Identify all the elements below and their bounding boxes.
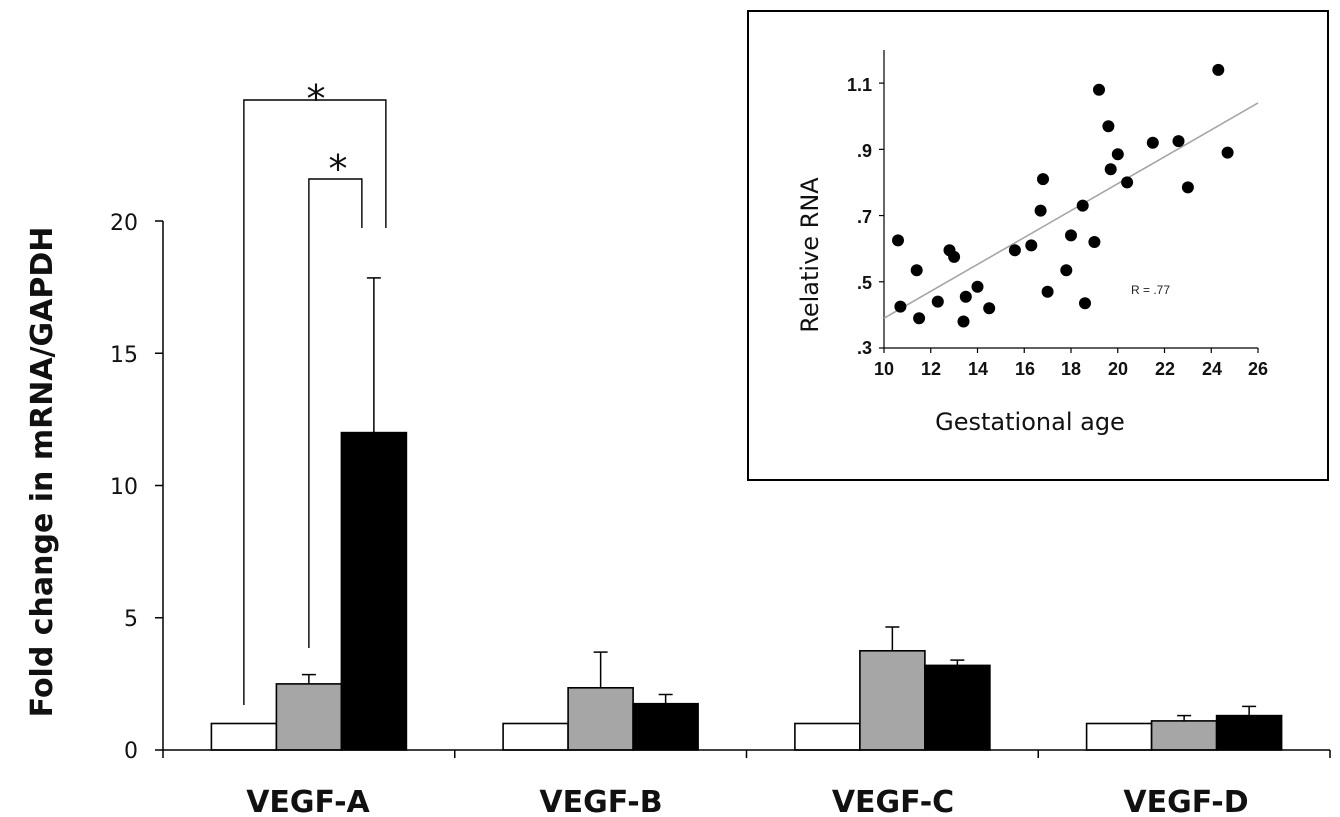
scatter-point-9 [959, 290, 972, 303]
scatter-point-23 [1102, 120, 1115, 133]
y-tick-label-10: 10 [110, 475, 138, 500]
inset-points-layer [892, 63, 1234, 328]
scatter-point-21 [1088, 236, 1101, 248]
bar-vegf-c-series-3 [924, 664, 991, 751]
inset-axes [879, 50, 1259, 353]
y-tick-label-15: 15 [110, 343, 138, 368]
bar-vegf-a-series-3 [340, 431, 408, 751]
significance-bracket-outer [243, 99, 387, 705]
inset-frame [747, 10, 1329, 481]
scatter-point-3 [910, 264, 923, 277]
y-tick-label-0: 0 [124, 739, 138, 764]
scatter-point-10 [971, 280, 984, 293]
scatter-point-20 [1079, 297, 1091, 310]
bar-vegf-d-series-2 [1150, 720, 1218, 751]
scatter-point-27 [1146, 136, 1159, 149]
inset-y-tick-label-1.1: 1.1 [847, 75, 872, 95]
inset-y-axis-title: Relative RNA [796, 177, 824, 333]
category-label-vegf-c: VEGF-C [832, 785, 954, 817]
inset-trendline [883, 102, 1259, 319]
category-label-vegf-a: VEGF-A [246, 785, 370, 817]
inset-x-tick-label-22: 22 [1155, 359, 1175, 379]
y-tick-label-20: 20 [110, 211, 138, 236]
scatter-point-18 [1065, 229, 1077, 242]
bar-vegf-d-series-3 [1215, 714, 1283, 751]
bar-vegf-c-series-2 [859, 649, 926, 751]
scatter-point-16 [1041, 285, 1054, 298]
inset-y-tick-label-0.5: .5 [857, 273, 872, 293]
category-label-vegf-b: VEGF-B [539, 785, 662, 817]
scatter-point-30 [1212, 63, 1225, 76]
correlation-annotation: R = .77 [1131, 283, 1170, 297]
significance-star-inner: * [329, 147, 348, 191]
scatter-point-11 [983, 302, 996, 315]
scatter-point-28 [1172, 135, 1185, 148]
bar-vegf-d-series-1 [1085, 722, 1153, 751]
inset-y-tick-label-0.3: .3 [857, 338, 872, 358]
bar-chart-axes [155, 220, 1331, 758]
scatter-point-8 [957, 315, 970, 328]
bar-vegf-a-series-1 [210, 722, 278, 751]
scatter-point-24 [1104, 163, 1117, 176]
significance-star-outer: * [307, 77, 326, 121]
scatter-point-2 [894, 300, 907, 313]
scatter-point-14 [1034, 204, 1047, 217]
scatter-point-19 [1076, 199, 1089, 212]
y-tick-label-5: 5 [124, 607, 138, 632]
scatter-point-12 [1008, 244, 1021, 257]
inset-scatter-plot: Gestational age Relative RNA R = .77 .3 … [747, 10, 1329, 481]
bar-vegf-b-series-3 [632, 702, 699, 751]
bar-vegf-c-series-1 [794, 722, 861, 751]
error-bar-layer [301, 277, 1257, 721]
inset-x-tick-label-18: 18 [1061, 359, 1081, 379]
category-label-vegf-d: VEGF-D [1123, 785, 1248, 817]
scatter-point-17 [1060, 264, 1073, 277]
inset-x-axis-title: Gestational age [935, 408, 1125, 436]
scatter-point-4 [913, 312, 926, 325]
significance-bracket-inner [308, 178, 363, 648]
scatter-point-22 [1093, 83, 1105, 96]
y-axis-title: Fold change in mRNA/GAPDH [25, 227, 60, 718]
inset-x-tick-label-20: 20 [1108, 359, 1128, 379]
scatter-point-13 [1025, 239, 1038, 252]
scatter-point-29 [1181, 181, 1194, 194]
bar-vegf-a-series-2 [275, 683, 343, 751]
bar-vegf-b-series-2 [567, 686, 634, 751]
scatter-point-5 [931, 295, 944, 308]
inset-y-tick-label-0.9: .9 [857, 141, 872, 161]
bar-chart: Fold change in mRNA/GAPDH VEGF-A VEGF-B … [25, 77, 1331, 817]
scatter-point-26 [1121, 176, 1134, 189]
inset-x-tick-label-26: 26 [1248, 359, 1268, 379]
inset-x-tick-label-12: 12 [921, 359, 941, 379]
inset-x-tick-label-16: 16 [1015, 359, 1035, 379]
inset-x-tick-label-24: 24 [1202, 359, 1222, 379]
inset-y-tick-label-0.7: .7 [857, 207, 872, 227]
scatter-point-25 [1111, 148, 1124, 161]
scatter-point-31 [1221, 146, 1234, 159]
significance-layer [243, 99, 387, 705]
bar-vegf-b-series-1 [502, 722, 569, 751]
inset-trendline-layer [883, 102, 1259, 319]
scatter-point-15 [1037, 173, 1049, 186]
scatter-point-7 [948, 250, 961, 263]
scatter-point-1 [892, 234, 904, 247]
inset-x-tick-label-10: 10 [874, 359, 894, 379]
inset-x-tick-label-14: 14 [968, 359, 988, 379]
